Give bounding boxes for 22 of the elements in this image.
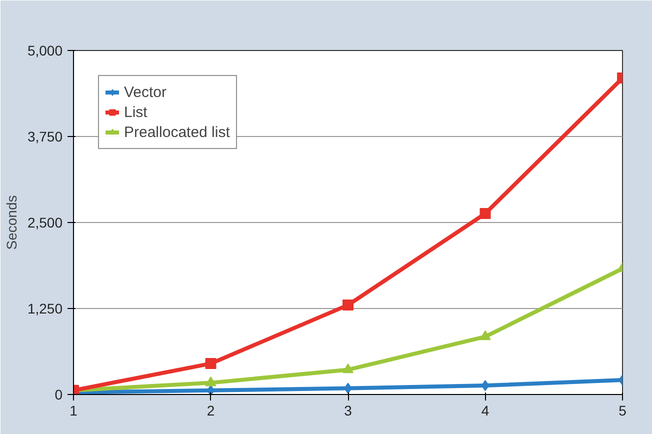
legend-label: List <box>124 104 148 120</box>
point <box>206 384 215 394</box>
y-tick-label: 5,000 <box>27 42 63 58</box>
y-tick-label: 3,750 <box>27 128 63 144</box>
y-tick-label: 0 <box>54 386 63 402</box>
legend-label: Preallocated list <box>124 124 230 140</box>
x-tick-label: 2 <box>206 402 215 418</box>
x-tick-label: 5 <box>618 402 627 418</box>
x-tick-label: 1 <box>70 402 78 418</box>
y-tick-label: 2,500 <box>27 214 63 230</box>
point <box>205 358 216 370</box>
point <box>480 208 491 220</box>
point <box>342 363 354 374</box>
point <box>481 380 490 392</box>
y-tick-label: 1,250 <box>27 300 63 316</box>
y-axis-title: Seconds <box>3 195 20 250</box>
x-tick-label: 4 <box>481 402 490 418</box>
point <box>205 376 216 386</box>
x-tick-label: 3 <box>344 402 352 418</box>
point <box>480 330 491 340</box>
point <box>342 300 354 311</box>
legend-label: Vector <box>124 84 167 100</box>
